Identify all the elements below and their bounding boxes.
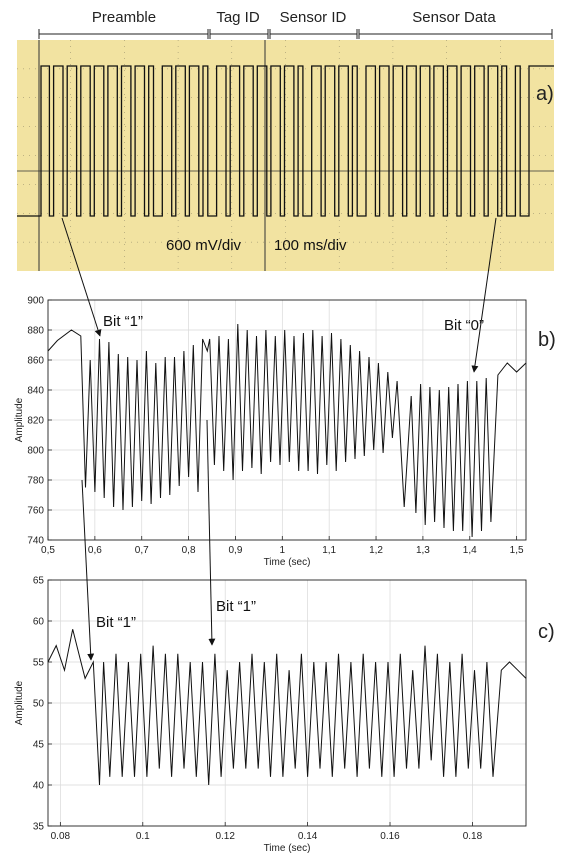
y-tick-label: 880 bbox=[27, 326, 44, 337]
scope-volt-scale: 600 mV/div bbox=[166, 237, 242, 254]
segment-brackets: Preamble Tag ID Sensor ID Sensor Data bbox=[38, 9, 553, 39]
panel-label-b: b) bbox=[538, 329, 556, 351]
annotation-c-bit1-left: Bit “1” bbox=[96, 614, 136, 631]
series-line bbox=[47, 323, 527, 538]
x-tick-label: 0,7 bbox=[135, 545, 149, 556]
arrow-b-to-c-left bbox=[81, 479, 95, 661]
x-tick-label: 0,8 bbox=[182, 545, 196, 556]
x-tick-label: 0,9 bbox=[228, 545, 242, 556]
x-tick-label: 1,3 bbox=[416, 545, 430, 556]
y-tick-label: 60 bbox=[33, 617, 45, 628]
segment-label-sensor-id: Sensor ID bbox=[280, 9, 347, 26]
x-tick-label: 0.16 bbox=[380, 831, 400, 842]
x-tick-label: 0.1 bbox=[136, 831, 150, 842]
y-tick-label: 45 bbox=[33, 740, 45, 751]
digital-signal-trace bbox=[17, 65, 554, 217]
x-tick-label: 0,5 bbox=[41, 545, 55, 556]
x-tick-label: 1,4 bbox=[463, 545, 477, 556]
y-tick-label: 840 bbox=[27, 386, 44, 397]
y-axis-label: Amplitude bbox=[14, 397, 25, 442]
x-tick-label: 1 bbox=[280, 545, 286, 556]
segment-label-sensor-data: Sensor Data bbox=[412, 9, 496, 26]
plot-frame bbox=[47, 299, 527, 541]
arrow-data-to-b bbox=[471, 217, 497, 373]
x-tick-label: 1,5 bbox=[510, 545, 524, 556]
plot-c: 0.08 0.1 0.12 0.14 0.16 0.18 35 40 45 50 55 60 65 Tim… bbox=[14, 576, 527, 854]
x-axis-label: Time (sec) bbox=[264, 557, 311, 568]
panel-label-c: c) bbox=[538, 621, 555, 643]
y-tick-label: 40 bbox=[33, 781, 45, 792]
x-tick-label: 0,6 bbox=[88, 545, 102, 556]
y-tick-label: 900 bbox=[27, 296, 44, 307]
arrow-preamble-to-b bbox=[61, 217, 102, 337]
annotation-b-bit1: Bit “1” bbox=[103, 313, 143, 330]
panel-label-a: a) bbox=[536, 83, 554, 105]
y-tick-label: 740 bbox=[27, 536, 44, 547]
y-tick-label: 780 bbox=[27, 476, 44, 487]
series-line bbox=[47, 629, 527, 786]
annotation-arrows bbox=[61, 217, 497, 661]
x-tick-label: 0.08 bbox=[51, 831, 71, 842]
arrow-b-to-c-right bbox=[206, 419, 216, 646]
oscilloscope-grid bbox=[17, 40, 554, 271]
x-tick-label: 0.18 bbox=[463, 831, 483, 842]
y-tick-label: 820 bbox=[27, 416, 44, 427]
x-tick-label: 0.12 bbox=[215, 831, 235, 842]
plot-frame bbox=[47, 579, 527, 827]
x-axis-label: Time (sec) bbox=[264, 843, 311, 854]
y-tick-label: 800 bbox=[27, 446, 44, 457]
scope-time-scale: 100 ms/div bbox=[274, 237, 347, 254]
y-tick-label: 50 bbox=[33, 699, 45, 710]
plot-b: 0,5 0,6 0,7 0,8 0,9 1 1,1 1,2 1,3 1,4 1,5 740 760 780… bbox=[14, 296, 527, 568]
annotation-b-bit0: Bit “0” bbox=[444, 317, 484, 334]
segment-label-preamble: Preamble bbox=[92, 9, 156, 26]
annotation-c-bit1-right: Bit “1” bbox=[216, 598, 256, 615]
y-tick-label: 65 bbox=[33, 576, 45, 587]
x-tick-label: 1,2 bbox=[369, 545, 383, 556]
y-tick-label: 860 bbox=[27, 356, 44, 367]
y-tick-label: 35 bbox=[33, 822, 45, 833]
y-tick-label: 55 bbox=[33, 658, 45, 669]
segment-label-tag-id: Tag ID bbox=[216, 9, 260, 26]
x-tick-label: 0.14 bbox=[298, 831, 318, 842]
y-axis-label: Amplitude bbox=[14, 680, 25, 725]
y-tick-label: 760 bbox=[27, 506, 44, 517]
x-tick-label: 1,1 bbox=[322, 545, 336, 556]
